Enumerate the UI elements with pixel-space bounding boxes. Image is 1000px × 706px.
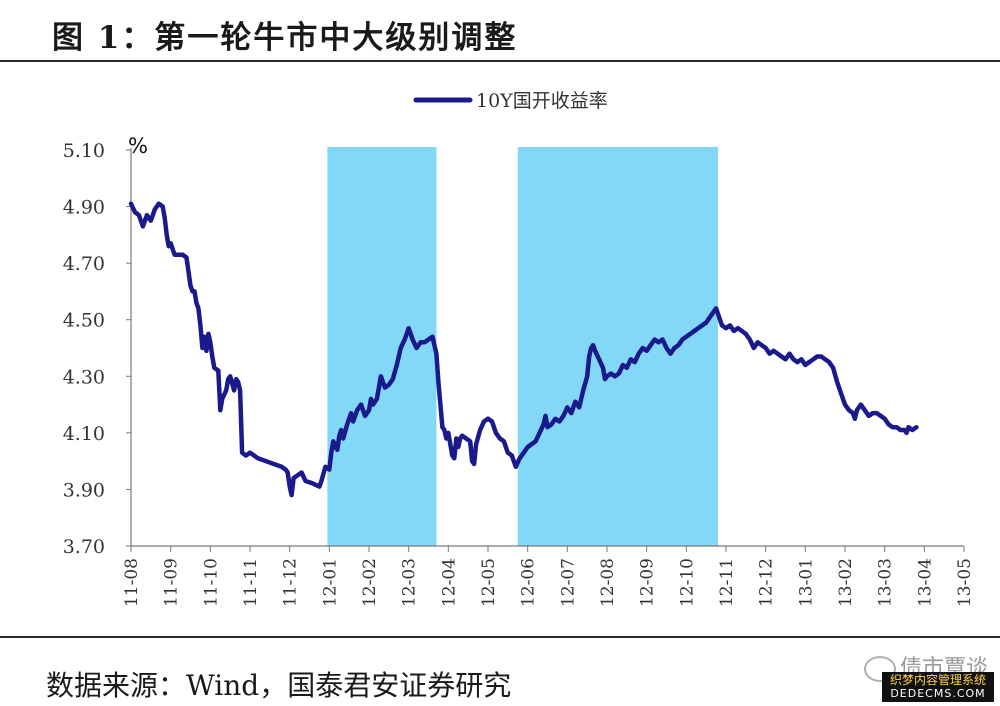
x-tick-label: 12-11 [717, 558, 737, 607]
series-line-1 [128, 201, 919, 498]
y-tick-label: 4.10 [63, 423, 105, 445]
source-divider [0, 636, 1000, 638]
line-chart: 3.70 3.90 4.10 4.30 4.50 4.70 4.90 5.10 % 11-08 11… [63, 90, 975, 607]
x-tick-label: 13-04 [915, 558, 935, 607]
x-tick-label: 12-01 [320, 558, 340, 607]
legend-label: 10Y国开收益率 [476, 90, 608, 112]
y-tick-label: 4.90 [63, 197, 105, 219]
x-tick-label: 13-02 [836, 558, 856, 607]
x-tick-label: 11-10 [201, 558, 221, 607]
x-tick-label: 12-07 [558, 558, 578, 607]
x-tick-label: 12-04 [439, 558, 459, 607]
chart-series [128, 201, 919, 498]
wechat-icon [863, 656, 896, 682]
cms-stamp: 织梦内容管理系统 DEDECMS.COM [882, 672, 994, 702]
chart-axes: 3.70 3.90 4.10 4.30 4.50 4.70 4.90 5.10 % 11-08 11… [63, 134, 975, 607]
x-tick-label: 12-06 [519, 558, 539, 607]
x-tick-label: 12-03 [400, 558, 420, 607]
y-axis-unit: % [128, 134, 148, 158]
title-divider [0, 60, 1000, 62]
chart-legend: 10Y国开收益率 [413, 90, 608, 112]
x-tick-label: 11-12 [281, 558, 301, 607]
x-tick-label: 12-09 [638, 558, 658, 607]
data-source: 数据来源：Wind，国泰君安证券研究 [46, 669, 512, 702]
x-tick-label: 13-03 [876, 558, 896, 607]
x-tick-label: 12-08 [598, 558, 618, 607]
x-tick-label: 11-09 [162, 558, 182, 607]
shaded-period-2 [517, 147, 719, 546]
x-tick-label: 11-11 [241, 558, 261, 607]
x-tick-label: 13-05 [955, 558, 975, 607]
shaded-periods [327, 147, 719, 546]
y-tick-label: 3.70 [63, 536, 105, 558]
y-tick-label: 5.10 [63, 140, 105, 162]
x-tick-label: 11-08 [122, 558, 142, 607]
y-tick-label: 4.70 [63, 253, 105, 275]
y-tick-label: 4.30 [63, 366, 105, 388]
stamp-line-2: DEDECMS.COM [890, 687, 986, 700]
x-tick-label: 13-01 [796, 558, 816, 607]
figure-title: 图 1：第一轮牛市中大级别调整 [52, 20, 518, 56]
stamp-line-1: 织梦内容管理系统 [889, 673, 986, 687]
x-tick-label: 12-12 [757, 558, 777, 607]
y-tick-label: 4.50 [63, 310, 105, 332]
x-tick-label: 12-05 [479, 558, 499, 607]
x-tick-label: 12-10 [677, 558, 697, 607]
x-tick-label: 12-02 [360, 558, 380, 607]
y-tick-label: 3.90 [63, 479, 105, 501]
